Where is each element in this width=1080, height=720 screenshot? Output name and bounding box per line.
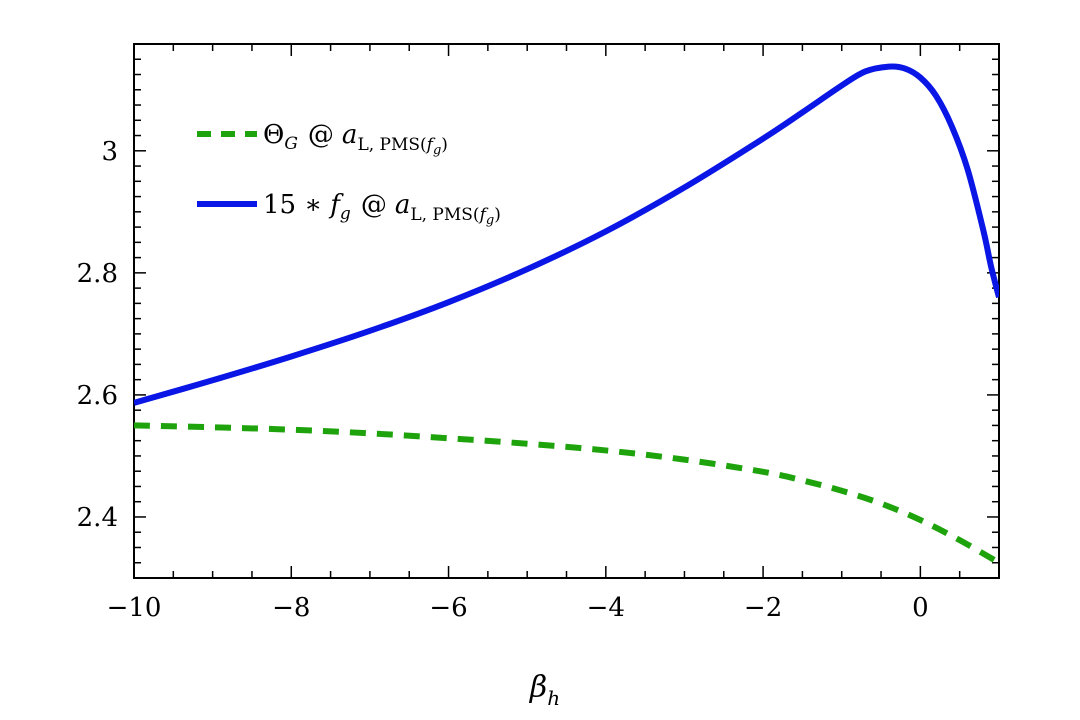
y-tick-label: 3 (101, 137, 118, 167)
x-tick-label: −8 (272, 593, 310, 623)
y-tick-label: 2.8 (77, 259, 118, 289)
series-line-15-fg (134, 63, 999, 406)
series-line-theta-g (134, 422, 999, 566)
ticks (133, 43, 1000, 579)
legend: ΘG @ aL, PMS(fg) 15 ∗ fg @ aL, PMS(fg) (197, 120, 501, 228)
x-tick-label: −2 (744, 593, 782, 623)
tick-labels: −10 −8 −6 −4 −2 0 2.4 2.6 2.8 3 (77, 137, 929, 623)
y-tick-label: 2.4 (77, 503, 118, 533)
series-layer (134, 63, 999, 566)
legend-label-fg: 15 ∗ fg @ aL, PMS(fg) (263, 190, 501, 228)
y-tick-label: 2.6 (77, 381, 118, 411)
legend-label-theta: ΘG @ aL, PMS(fg) (263, 120, 448, 158)
x-axis-title: βh (529, 670, 560, 710)
x-tick-label: −10 (107, 593, 162, 623)
x-tick-label: −4 (587, 593, 625, 623)
x-tick-label: 0 (912, 593, 929, 623)
x-tick-label: −6 (429, 593, 467, 623)
